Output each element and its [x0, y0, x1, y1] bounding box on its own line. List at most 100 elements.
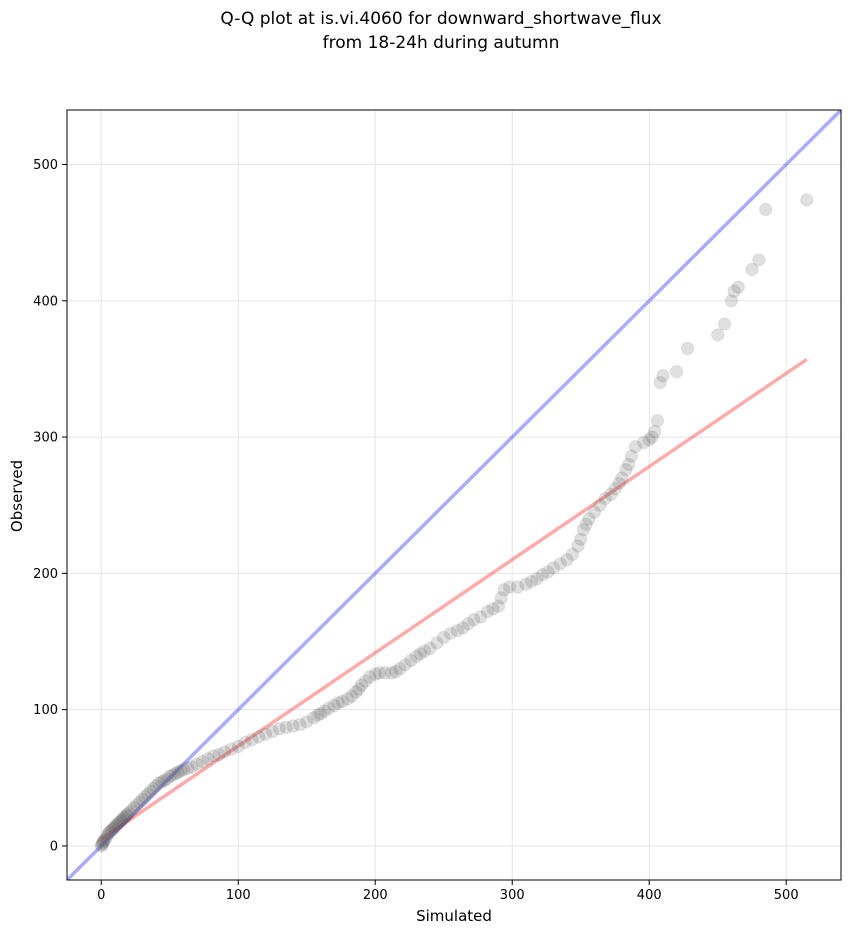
data-point — [358, 674, 373, 688]
data-point — [717, 317, 732, 331]
reference-lines — [67, 110, 841, 880]
data-point — [149, 779, 163, 793]
data-point — [279, 720, 293, 735]
data-point — [474, 610, 488, 624]
data-point — [571, 539, 585, 553]
data-point — [758, 202, 773, 217]
data-point — [450, 623, 465, 638]
data-point — [619, 463, 633, 477]
data-point — [94, 839, 108, 853]
data-point — [628, 439, 643, 454]
data-point — [184, 760, 199, 774]
data-point — [404, 653, 418, 668]
y-tick-label: 400 — [33, 294, 58, 309]
data-point — [437, 630, 451, 645]
data-point — [541, 565, 555, 579]
y-tick-label: 200 — [33, 567, 58, 582]
data-point — [624, 449, 639, 463]
data-point — [579, 517, 593, 532]
data-point — [174, 764, 188, 778]
data-point — [608, 482, 622, 496]
data-point — [511, 580, 525, 594]
data-point — [409, 649, 424, 664]
data-point — [132, 795, 147, 810]
data-point — [293, 717, 307, 732]
data-point — [321, 701, 336, 715]
x-axis: 0 100 200 300 400 500 — [97, 880, 799, 903]
data-point — [669, 364, 684, 379]
data-point — [598, 491, 613, 506]
data-point — [461, 617, 476, 631]
data-point — [100, 829, 114, 844]
data-point — [97, 833, 111, 848]
data-point — [519, 577, 533, 591]
data-point — [389, 664, 403, 679]
data-point — [553, 557, 567, 571]
data-point — [650, 414, 665, 428]
plot-frame — [66, 109, 842, 881]
chart-title-line-2: from 18-24h during autumn — [323, 33, 560, 53]
data-point — [653, 375, 667, 390]
x-tick-label: 200 — [363, 888, 388, 903]
data-point — [524, 574, 539, 589]
data-point — [582, 512, 596, 526]
data-point — [110, 817, 125, 831]
data-point — [143, 784, 158, 799]
data-point — [480, 604, 495, 619]
data-point — [231, 739, 245, 754]
data-point — [115, 813, 129, 827]
data-point — [120, 807, 134, 822]
data-point — [535, 568, 550, 582]
data-point — [127, 801, 141, 815]
data-point — [109, 818, 124, 833]
data-point — [101, 826, 115, 841]
data-point — [108, 820, 122, 834]
data-point — [731, 280, 745, 294]
data-point — [656, 369, 670, 383]
data-point — [327, 698, 341, 713]
data-point — [96, 835, 111, 849]
data-point — [530, 572, 544, 586]
x-axis-label: Simulated — [416, 907, 492, 925]
data-point — [352, 682, 366, 696]
data-point — [95, 837, 109, 852]
data-point — [565, 547, 580, 561]
data-point — [497, 583, 511, 597]
data-point — [576, 523, 591, 537]
data-point — [345, 689, 359, 703]
data-point — [621, 457, 636, 472]
data-point — [642, 433, 656, 447]
data-point — [423, 641, 437, 656]
y-axis: 0 100 200 300 400 500 — [33, 158, 67, 854]
y-tick-label: 300 — [33, 431, 58, 446]
data-point — [157, 773, 171, 788]
data-point — [286, 719, 300, 733]
data-point — [176, 762, 191, 777]
data-point — [105, 822, 119, 837]
data-point — [190, 757, 204, 771]
data-point — [647, 424, 662, 439]
data-point — [615, 471, 629, 485]
data-point — [206, 749, 221, 763]
data-point — [124, 803, 139, 818]
data-point — [212, 747, 226, 762]
data-point — [135, 792, 150, 807]
x-tick-label: 500 — [774, 888, 799, 903]
data-point — [456, 621, 470, 635]
y-axis-label: Observed — [8, 460, 26, 532]
data-point — [413, 647, 428, 661]
data-point — [165, 768, 180, 782]
data-point — [398, 657, 413, 672]
data-point — [95, 836, 110, 850]
data-point — [238, 735, 252, 750]
data-point — [443, 626, 458, 641]
data-point — [141, 787, 155, 801]
data-point — [546, 561, 561, 575]
data-point — [711, 328, 725, 342]
data-point — [393, 662, 407, 676]
data-point — [252, 730, 266, 744]
data-point — [335, 694, 350, 709]
data-point — [180, 761, 195, 775]
y-tick-label: 100 — [33, 703, 58, 718]
data-point — [637, 435, 651, 450]
